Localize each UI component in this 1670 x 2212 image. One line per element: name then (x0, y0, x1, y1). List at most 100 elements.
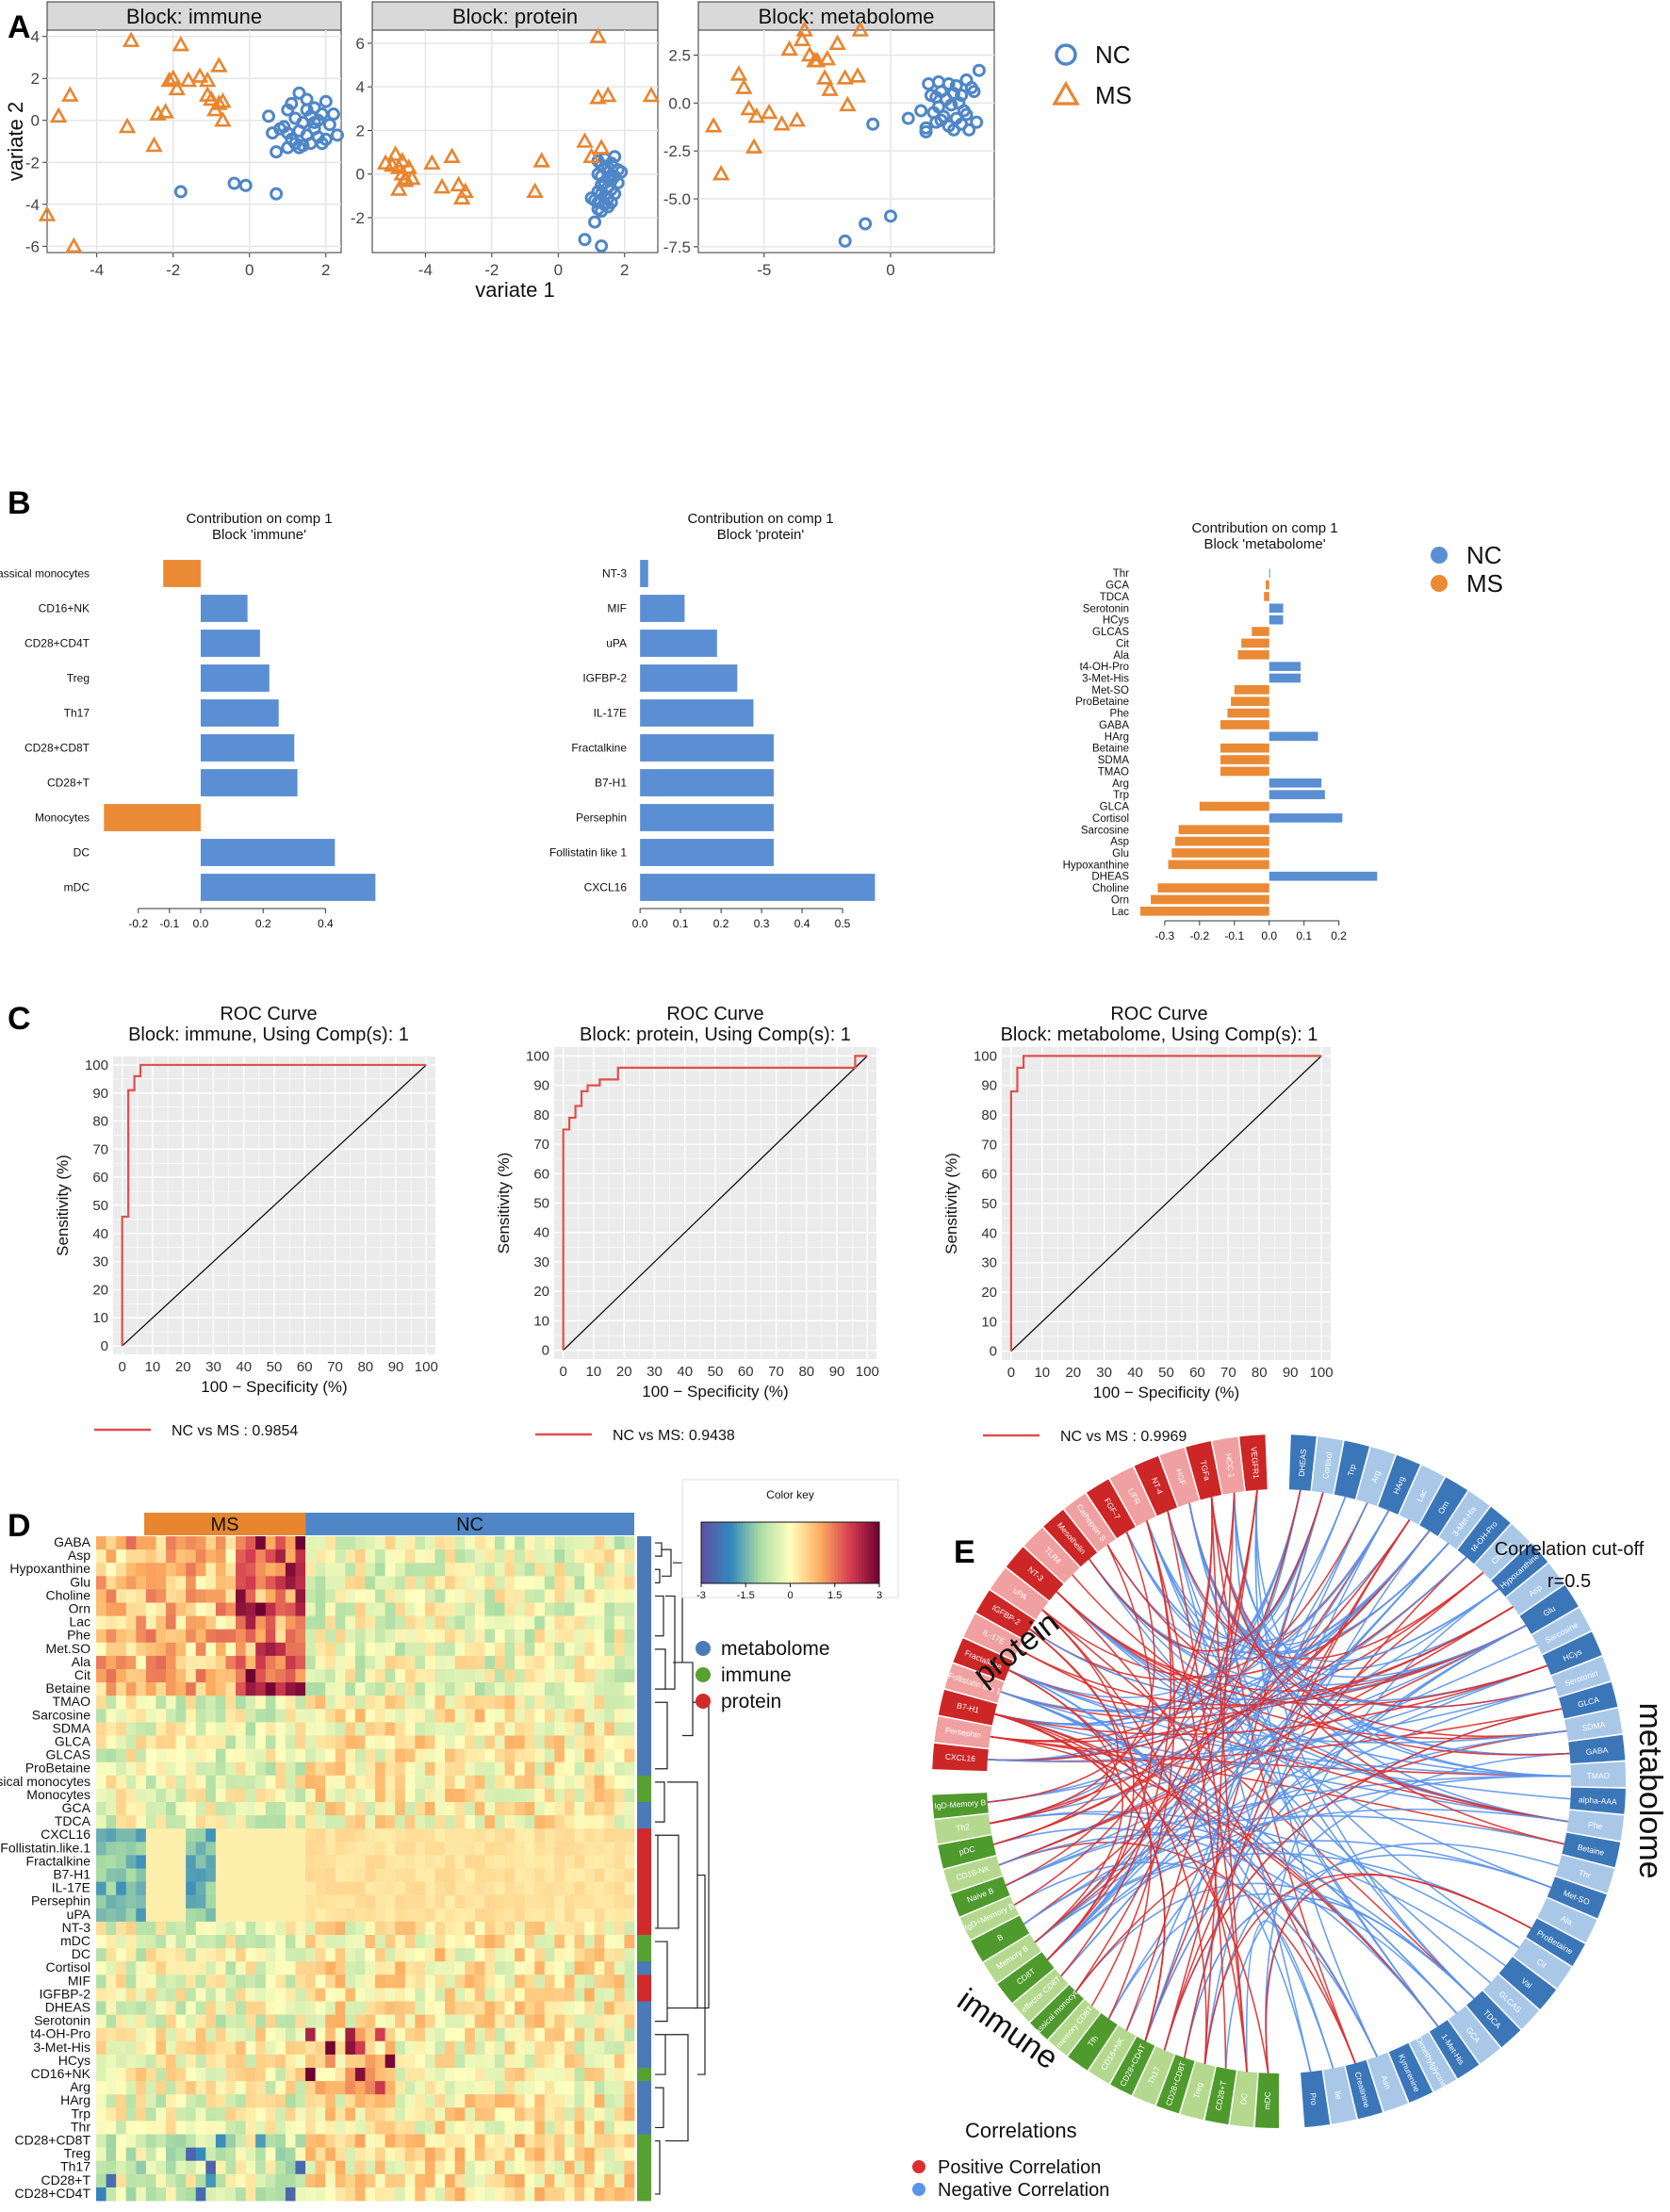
heatmap-cell (275, 1642, 287, 1657)
heatmap-cell (265, 2001, 276, 2015)
heatmap-cell (415, 1748, 426, 1763)
heatmap-cell (415, 1921, 426, 1936)
heatmap-cell (225, 1761, 237, 1777)
heatmap-cell (106, 2068, 117, 2082)
heatmap-cell (614, 1589, 625, 1603)
heatmap-cell (225, 1908, 237, 1923)
circos-segment-metabolome (1323, 2066, 1357, 2124)
heatmap-cell (145, 2040, 156, 2056)
heatmap-cell (415, 2027, 426, 2042)
heatmap-cell (106, 1828, 117, 1843)
point-nc (970, 115, 984, 129)
heatmap-cell (544, 2160, 555, 2175)
heatmap-cell (96, 1894, 106, 1909)
heatmap-cell (594, 2160, 605, 2175)
heatmap-cell (415, 2094, 426, 2108)
heatmap-cell (106, 2147, 117, 2162)
heatmap-cell (564, 2027, 575, 2042)
heatmap-cell (494, 1855, 505, 1869)
heatmap-cell (195, 1642, 206, 1657)
heatmap-cell (96, 2027, 106, 2042)
negative-link (1046, 1510, 1390, 1960)
point-ms (403, 169, 421, 186)
color-key-swatch (870, 1522, 875, 1583)
heatmap-cell (156, 1722, 167, 1736)
heatmap-cell (305, 1589, 317, 1603)
heatmap-cell (195, 2173, 206, 2188)
heatmap-cell (554, 2187, 565, 2202)
point-ms (589, 89, 607, 105)
heatmap-cell (295, 1669, 306, 1683)
heatmap-cell (255, 1974, 267, 1989)
heatmap-cell (465, 1921, 476, 1936)
heatmap-cell (305, 1948, 317, 1962)
heatmap-cell (594, 2187, 605, 2202)
heatmap-cell (245, 2173, 256, 2188)
row-block-annot (637, 1576, 651, 1590)
heatmap-cell (315, 1629, 326, 1644)
heatmap-cell (554, 1563, 565, 1577)
heatmap-cell (624, 1921, 635, 1936)
contrib-category-label: CD28+CD8T (25, 742, 90, 755)
heatmap-cell (594, 1615, 605, 1630)
heatmap-cell (515, 1655, 526, 1670)
heatmap-cell (465, 1855, 476, 1869)
heatmap-cell (285, 1961, 296, 1975)
heatmap-cell (175, 2121, 187, 2135)
heatmap-cell (295, 1536, 306, 1550)
heatmap-cell (275, 2027, 287, 2042)
heatmap-cell (385, 1642, 396, 1657)
heatmap-cell (544, 1536, 555, 1550)
heatmap-cell (255, 2027, 267, 2042)
color-key-tick-label: -1.5 (737, 1590, 755, 1601)
heatmap-cell (584, 1868, 596, 1882)
heatmap-cell (195, 1602, 206, 1616)
point-nc (281, 103, 295, 117)
heatmap-cell (195, 2014, 206, 2029)
y-tick-label: 2.5 (668, 46, 691, 64)
color-key-swatch (778, 1522, 782, 1583)
heatmap-cell (136, 2081, 147, 2095)
heatmap-cell (385, 1868, 396, 1882)
heatmap-cell (116, 1894, 127, 1909)
y-tick-label: 40 (92, 1226, 108, 1242)
heatmap-cell (454, 2001, 466, 2015)
heatmap-cell (354, 1788, 366, 1803)
heatmap-cell (454, 1629, 466, 1644)
heatmap-cell (544, 1881, 555, 1896)
heatmap-cell (96, 1815, 106, 1829)
heatmap-cell (255, 1629, 267, 1644)
heatmap-cell (166, 1615, 176, 1630)
heatmap-cell (205, 1602, 217, 1616)
heatmap-cell (215, 1948, 226, 1962)
point-ms (49, 107, 68, 123)
heatmap-cell (584, 2160, 596, 2175)
heatmap-cell (564, 1748, 575, 1763)
heatmap-cell (375, 1802, 386, 1816)
heatmap-cell (315, 1655, 326, 1670)
heatmap-cell (574, 1748, 585, 1763)
heatmap-cell (255, 1802, 267, 1816)
annot-nc-label: NC (456, 1515, 483, 1535)
heatmap-cell (325, 1894, 336, 1909)
heatmap-cell (365, 1802, 376, 1816)
heatmap-cell (106, 1868, 117, 1882)
heatmap-cell (106, 2040, 117, 2056)
heatmap-cell (534, 2001, 546, 2015)
heatmap-cell (395, 1788, 406, 1803)
heatmap-cell (375, 1642, 386, 1657)
contrib-bar (1269, 790, 1325, 799)
heatmap-cell (265, 1775, 276, 1790)
point-nc (962, 123, 976, 137)
positive-link (994, 1664, 1547, 1736)
heatmap-cell (265, 2147, 276, 2162)
heatmap-cell (594, 2134, 605, 2148)
heatmap-cell (175, 2014, 187, 2029)
heatmap-row-label: Phe (67, 1628, 90, 1643)
circos-segment-metabolome (1568, 1734, 1626, 1764)
heatmap-cell (225, 2040, 237, 2056)
heatmap-cell (594, 1988, 605, 2002)
dendrogram-link (655, 2087, 664, 2129)
heatmap-cell (295, 1961, 306, 1975)
